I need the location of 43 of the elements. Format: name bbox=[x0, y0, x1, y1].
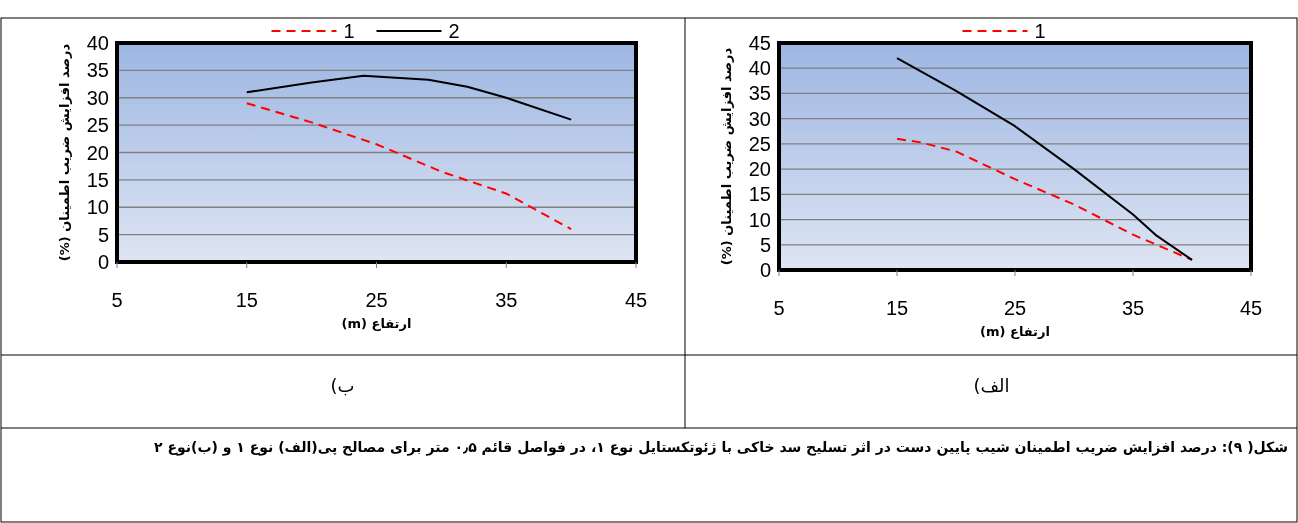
y-tick-label: 25 bbox=[86, 114, 109, 137]
y-tick-label: 0 bbox=[759, 259, 771, 281]
x-tick-label: 25 bbox=[365, 289, 388, 311]
y-tick-label: 5 bbox=[97, 223, 109, 246]
x-tick-label: 35 bbox=[1121, 297, 1145, 319]
x-tick-label: 15 bbox=[885, 297, 909, 319]
y-axis-title: درصد افزایش ضریب اطمینان (%) bbox=[57, 43, 72, 262]
y-tick-label: 40 bbox=[86, 32, 109, 54]
text: الف) bbox=[973, 375, 1010, 396]
line-series bbox=[245, 74, 573, 121]
x-tick-label: 35 bbox=[495, 289, 518, 311]
legend-label: 1 bbox=[343, 20, 355, 42]
legend-label: 2 bbox=[448, 20, 460, 42]
y-tick-label: 20 bbox=[748, 158, 771, 181]
line-series bbox=[245, 102, 573, 231]
y-tick-label: 30 bbox=[86, 86, 109, 109]
x-tick-label: 15 bbox=[235, 289, 258, 311]
y-tick-label: 35 bbox=[748, 82, 771, 105]
x-axis-title: ارتفاع (m) bbox=[980, 324, 1050, 339]
y-tick-label: 15 bbox=[748, 183, 771, 206]
y-tick-label: 10 bbox=[748, 208, 771, 231]
legend-label: 1 bbox=[1034, 20, 1046, 42]
y-tick-label: 30 bbox=[748, 107, 771, 130]
y-tick-label: 10 bbox=[86, 196, 109, 219]
x-tick-label: 25 bbox=[1003, 297, 1027, 319]
y-axis-title: درصد افزایش ضریب اطمینان (%) bbox=[719, 47, 734, 266]
text: ب) bbox=[330, 375, 355, 396]
y-tick-label: 35 bbox=[86, 59, 109, 82]
y-tick-label: 40 bbox=[748, 57, 771, 80]
x-tick-label: 45 bbox=[624, 289, 648, 311]
x-tick-label: 45 bbox=[1239, 297, 1263, 319]
y-tick-label: 5 bbox=[759, 233, 771, 256]
line-series bbox=[896, 137, 1193, 261]
x-axis-title: ارتفاع (m) bbox=[341, 316, 412, 331]
line-series bbox=[896, 57, 1193, 261]
text: شکل( ۹): درصد افزایش ضریب اطمینان شیب پایین دست در اثر تسلیح سد خاکی با ژئوتکستایل نوع ۱، در فواصل قائم ۰٫۵ متر برای مصالح پی(الف) نوع ۱ و (ب)نوع ۲ bbox=[153, 438, 1288, 458]
y-tick-label: 0 bbox=[97, 251, 109, 273]
x-tick-label: 5 bbox=[111, 289, 123, 311]
y-tick-label: 20 bbox=[86, 141, 109, 164]
y-tick-label: 25 bbox=[748, 132, 771, 155]
x-tick-label: 5 bbox=[773, 297, 785, 319]
y-tick-label: 45 bbox=[748, 32, 771, 54]
y-tick-label: 15 bbox=[86, 168, 109, 191]
